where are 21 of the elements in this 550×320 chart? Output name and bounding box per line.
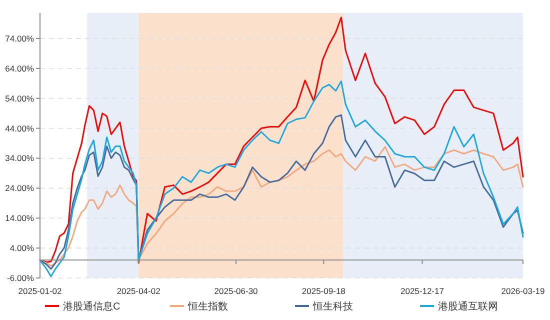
x-tick-label: 2025-12-17 [400, 286, 444, 296]
y-tick-label: -6.00% [7, 272, 34, 283]
y-tick-label: 44.00% [5, 123, 34, 134]
x-tick-label: 2025-06-30 [214, 286, 258, 296]
y-tick-label: 54.00% [5, 93, 34, 104]
y-tick-label: 14.00% [5, 213, 34, 224]
legend-label: 港股通互联网 [438, 300, 498, 312]
y-tick-label: 4.00% [10, 243, 34, 254]
y-tick-label: 24.00% [5, 183, 34, 194]
legend-label: 恒生科技 [312, 300, 353, 312]
x-tick-label: 2025-09-18 [302, 286, 346, 296]
x-tick-label: 2025-01-02 [18, 286, 62, 296]
y-tick-label: 34.00% [5, 153, 34, 164]
x-tick-label: 2025-04-02 [116, 286, 161, 296]
legend-label: 港股通信息C [63, 300, 120, 312]
x-tick-label: 2026-03-19 [501, 286, 546, 296]
y-tick-label: 74.00% [5, 33, 34, 44]
y-tick-label: 64.00% [5, 63, 34, 74]
legend-label: 恒生指数 [187, 300, 228, 312]
line-series [39, 80, 524, 278]
line-series [39, 114, 524, 270]
